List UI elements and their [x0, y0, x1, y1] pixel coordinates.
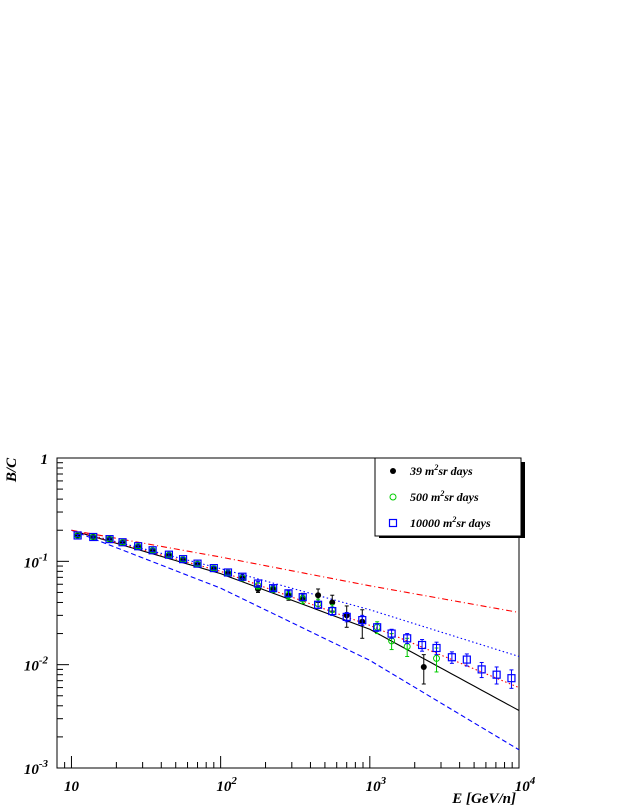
- x-tick-label: 102: [216, 775, 237, 795]
- x-tick-label: 103: [366, 775, 387, 795]
- data-point: [403, 634, 412, 643]
- y-axis-ticks: 10-3 10-2 10-1 1: [24, 452, 69, 778]
- data-point: [477, 665, 486, 674]
- y-axis-title: B/C: [4, 457, 20, 483]
- y-tick-label: 1: [41, 452, 49, 468]
- data-point: [284, 589, 293, 598]
- data-point: [315, 592, 322, 599]
- data-point: [223, 568, 233, 577]
- x-axis-ticks: 10 102 103 104: [56, 756, 536, 795]
- data-point: [89, 532, 98, 542]
- data-point: [148, 546, 157, 555]
- data-point: [193, 559, 202, 568]
- data-point: [328, 606, 337, 616]
- model-curves: [71, 529, 520, 751]
- data-point: [298, 593, 307, 602]
- data-point: [118, 538, 127, 547]
- data-point: [342, 612, 351, 621]
- data-point: [253, 579, 263, 588]
- data-point: [105, 535, 114, 544]
- data-point: [313, 600, 323, 609]
- model-curve-dashed: [71, 529, 520, 751]
- x-axis-title: E [GeV/n]: [451, 791, 516, 806]
- legend-marker: [388, 518, 398, 528]
- data-point: [134, 542, 143, 551]
- data-point: [373, 623, 382, 632]
- model-curve-dash-dot: [71, 529, 520, 614]
- data-point: [420, 663, 427, 670]
- data-point: [433, 654, 441, 662]
- data-point: [358, 615, 367, 625]
- data-point: [462, 655, 471, 664]
- y-tick-label: 10-1: [24, 551, 48, 571]
- data-point: [432, 643, 441, 653]
- data-point: [417, 640, 427, 650]
- data-point: [329, 599, 336, 606]
- plot-frame: [56, 457, 520, 769]
- data-point: [447, 653, 457, 662]
- legend-label: 500 m2sr days: [410, 489, 479, 504]
- data-point: [209, 564, 218, 573]
- data-point: [387, 629, 396, 638]
- data-point: [507, 674, 516, 683]
- legend-box: [374, 457, 522, 537]
- data-point: [492, 670, 501, 679]
- x-tick-label: 10: [64, 779, 80, 795]
- legend-marker: [390, 468, 396, 474]
- data-point: [178, 555, 188, 564]
- y-tick-label: 10-3: [24, 758, 49, 778]
- data-series: [73, 531, 516, 689]
- model-curve-dotted: [71, 529, 520, 658]
- data-point: [269, 584, 278, 593]
- legend-marker: [389, 493, 397, 501]
- legend: 39 m2sr days 500 m2sr days 10000 m2sr days: [374, 457, 525, 538]
- data-point: [164, 550, 174, 559]
- y-tick-label: 10-2: [24, 655, 49, 675]
- model-curve-dotted: [71, 529, 520, 689]
- data-point: [238, 572, 247, 581]
- legend-label: 10000 m2sr days: [410, 515, 491, 530]
- data-point: [73, 531, 82, 540]
- x-tick-label: 104: [515, 775, 536, 795]
- legend-label: 39 m2sr days: [409, 463, 473, 478]
- model-curve-solid: [71, 529, 520, 712]
